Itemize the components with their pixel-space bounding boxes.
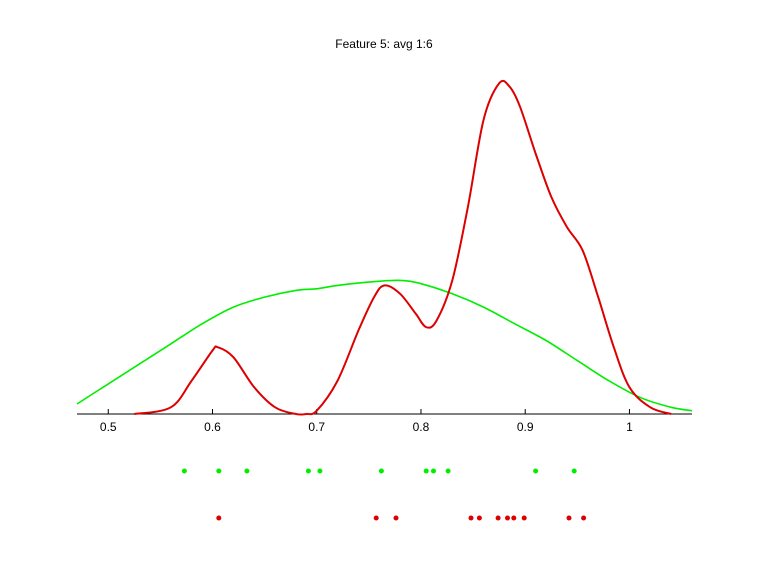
sample-point [468, 515, 474, 521]
sample-point [476, 515, 482, 521]
x-tick-label: 1 [626, 420, 633, 434]
x-tick-label: 0.7 [308, 420, 325, 434]
density-series-line [76, 279, 693, 412]
sample-point [511, 515, 517, 521]
sample-point [244, 468, 250, 474]
sample-point [378, 468, 384, 474]
sample-point [305, 468, 311, 474]
x-tick-label: 0.6 [204, 420, 221, 434]
sample-point [431, 468, 436, 474]
sample-point [181, 468, 187, 474]
sample-point [216, 515, 222, 521]
sample-point [581, 515, 587, 521]
x-tick-label: 0.5 [100, 420, 117, 434]
x-tick-label: 0.8 [413, 420, 430, 434]
x-tick-label: 0.9 [517, 420, 534, 434]
sample-point [566, 515, 572, 521]
sample-point [495, 515, 501, 521]
sample-point [505, 515, 510, 521]
sample-point [216, 468, 222, 474]
density-curves [76, 79, 693, 416]
sample-point [373, 515, 379, 521]
sample-points [181, 468, 587, 521]
sample-point [571, 468, 577, 474]
sample-point [317, 468, 323, 474]
sample-point [521, 515, 527, 521]
density-series-line [134, 79, 672, 416]
x-axis-ticks: 0.5 0.6 0.7 0.8 0.9 1 [100, 409, 633, 434]
sample-point [393, 515, 399, 521]
chart-title: Feature 5: avg 1:6 [335, 37, 433, 51]
sample-point [423, 468, 429, 474]
sample-point [533, 468, 539, 474]
sample-point [445, 468, 451, 474]
